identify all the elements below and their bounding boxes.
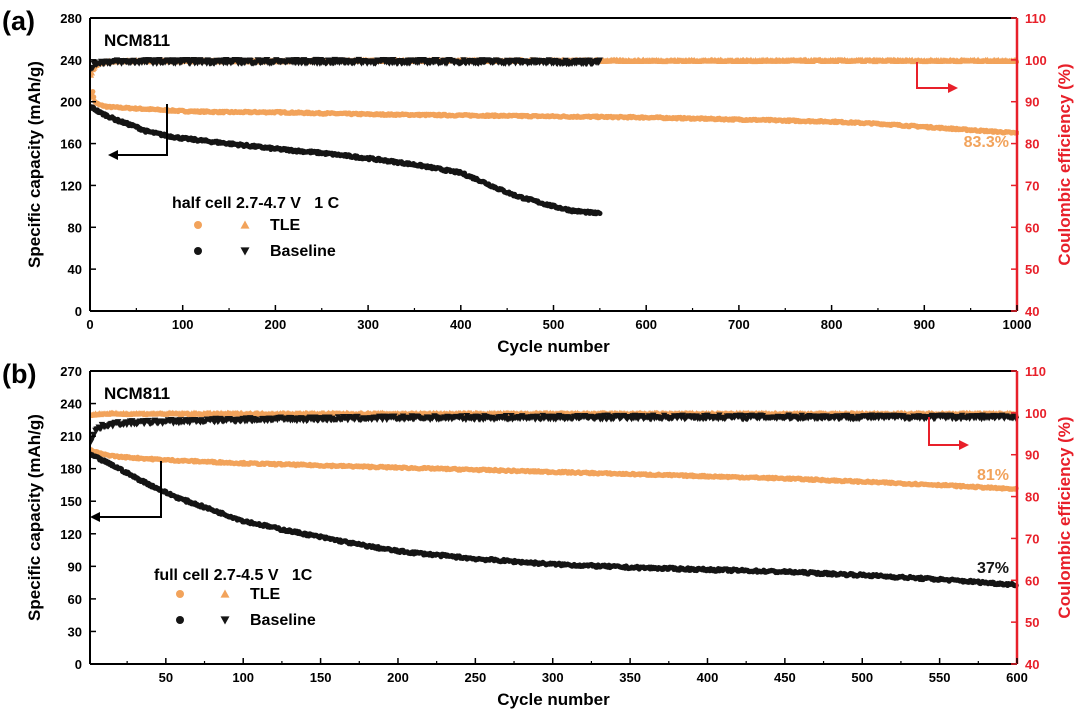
y2-tick-label: 50 — [1025, 262, 1039, 277]
x-tick-label: 100 — [172, 317, 194, 332]
data-point — [586, 57, 593, 64]
x-tick-label: 800 — [821, 317, 843, 332]
y2-tick-label: 60 — [1025, 220, 1039, 235]
x-axis-title: Cycle number — [497, 337, 610, 356]
plot-area — [90, 56, 1019, 217]
legend-marker-ce — [240, 220, 250, 229]
y-tick-label: 160 — [60, 137, 82, 152]
y2-tick-label: 80 — [1025, 137, 1039, 152]
x-tick-label: 0 — [86, 317, 93, 332]
y-tick-label: 80 — [68, 220, 82, 235]
series-tle-capacity — [90, 447, 1019, 492]
y-tick-label: 240 — [60, 53, 82, 68]
x-tick-label: 600 — [635, 317, 657, 332]
x-tick-label: 1000 — [1003, 317, 1032, 332]
y2-tick-label: 90 — [1025, 95, 1039, 110]
material-label: NCM811 — [104, 31, 170, 50]
series-baseline-capacity — [90, 104, 603, 217]
y-tick-label: 200 — [60, 95, 82, 110]
data-point — [596, 57, 604, 64]
plot-area — [90, 409, 1019, 589]
panel-label: (a) — [2, 6, 35, 36]
x-tick-label: 500 — [543, 317, 565, 332]
retention-label-tle: 83.3% — [964, 134, 1009, 151]
x-tick-label: 400 — [450, 317, 472, 332]
y-tick-label: 120 — [60, 178, 82, 193]
y-tick-label: 280 — [60, 11, 82, 26]
right-arrow-head — [948, 83, 958, 93]
legend-label-baseline: Baseline — [270, 243, 336, 260]
left-arrow-head — [108, 150, 118, 160]
series-baseline-ce — [90, 56, 604, 73]
y2-tick-label: 40 — [1025, 304, 1039, 319]
x-tick-label: 300 — [357, 317, 379, 332]
legend-marker-ce — [240, 247, 250, 256]
data-point — [597, 210, 603, 216]
x-tick-label: 900 — [913, 317, 935, 332]
right-axis-arrow — [916, 62, 954, 89]
x-tick-label: 200 — [265, 317, 287, 332]
chart-panel-a: 0 100 200 300 400 500 600 700 800 900 1000 0 40 80 120… — [2, 6, 1074, 356]
x-tick-label: 700 — [728, 317, 750, 332]
series-baseline-capacity — [90, 451, 1019, 589]
condition-label: half cell 2.7-4.7 V 1 C — [172, 195, 340, 212]
legend-label-tle: TLE — [270, 217, 301, 234]
data-point — [91, 94, 97, 100]
legend-marker-capacity — [194, 221, 202, 229]
data-point — [90, 65, 96, 72]
y2-axis-title: Coulombic efficiency (%) — [1055, 63, 1074, 265]
y-tick-label: 40 — [68, 262, 82, 277]
series-tle-capacity — [90, 89, 1019, 136]
y2-tick-label: 110 — [1025, 11, 1046, 26]
left-axis-arrow — [112, 104, 168, 156]
chart-panel-b: 50 100 150 200 250 300 350 400 450 500 550 60003060… — [2, 359, 1074, 709]
legend: TLE Baseline — [194, 217, 336, 260]
y-axis-title: Specific capacity (mAh/g) — [25, 61, 44, 268]
y2-tick-label: 100 — [1025, 53, 1047, 68]
y2-tick-label: 70 — [1025, 178, 1039, 193]
y-tick-label: 0 — [75, 304, 82, 319]
data-point — [90, 89, 96, 95]
legend-marker-capacity — [194, 247, 202, 255]
